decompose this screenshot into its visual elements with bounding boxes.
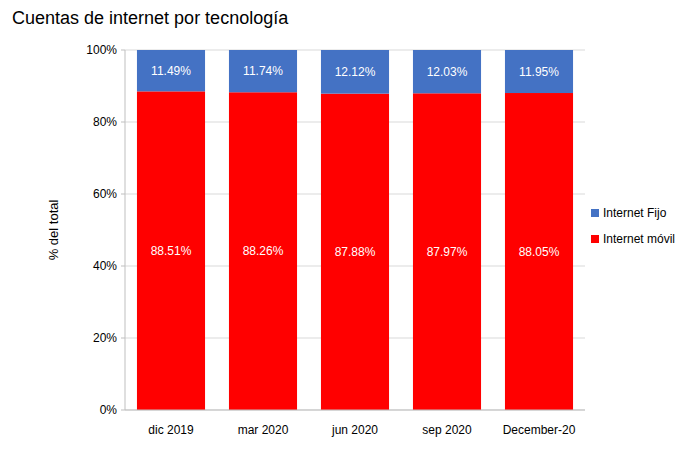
bar	[505, 93, 573, 410]
y-tick	[121, 266, 125, 267]
legend-swatch	[591, 209, 599, 217]
bar	[229, 92, 297, 410]
data-label: 87.88%	[335, 245, 376, 259]
bar	[321, 94, 389, 410]
grid-line	[125, 410, 585, 411]
y-tick	[121, 410, 125, 411]
y-tick	[121, 50, 125, 51]
legend: Internet Fijo Internet móvil	[591, 206, 675, 246]
data-label: 11.74%	[243, 64, 283, 78]
y-tick-label: 40%	[93, 259, 117, 273]
legend-swatch	[591, 235, 599, 243]
grid	[125, 50, 585, 410]
data-label: 88.51%	[151, 244, 192, 258]
bar	[413, 93, 481, 410]
y-tick-label: 0%	[100, 403, 118, 417]
bar	[321, 50, 389, 94]
bar	[505, 50, 573, 93]
x-tick-label: December-20	[503, 423, 576, 437]
y-tick	[121, 122, 125, 123]
data-label: 87.97%	[427, 245, 468, 259]
data-label: 11.49%	[151, 64, 191, 78]
data-labels: 88.51% 88.26% 87.88% 87.97% 88.05% 11.49% 11.7…	[151, 64, 560, 259]
bar	[229, 50, 297, 92]
x-tick-label: jun 2020	[331, 423, 378, 437]
y-tick-label: 100%	[86, 43, 117, 57]
legend-label: Internet móvil	[603, 232, 675, 246]
y-tick	[121, 338, 125, 339]
bar	[413, 50, 481, 93]
title: Cuentas de internet por tecnología	[12, 8, 289, 28]
x-axis-line	[125, 410, 585, 411]
bars	[137, 50, 573, 410]
data-label: 11.95%	[519, 65, 559, 79]
data-label: 88.05%	[519, 245, 560, 259]
bar	[137, 50, 205, 91]
x-tick-label: mar 2020	[238, 423, 289, 437]
y-tick-label: 20%	[93, 331, 117, 345]
legend-label: Internet Fijo	[603, 206, 667, 220]
y-axis-label: % del total	[46, 200, 61, 261]
y-axis-line	[125, 50, 126, 410]
y-tick	[121, 194, 125, 195]
y-tick-label: 60%	[93, 187, 117, 201]
data-label: 12.12%	[335, 65, 376, 79]
data-label: 12.03%	[427, 65, 468, 79]
data-label: 88.26%	[243, 244, 284, 258]
x-tick-label: dic 2019	[148, 423, 194, 437]
x-tick-label: sep 2020	[422, 423, 472, 437]
y-tick-label: 80%	[93, 115, 117, 129]
bar	[137, 91, 205, 410]
chart-svg: Cuentas de internet por tecnología % del …	[0, 0, 700, 450]
background	[0, 0, 700, 450]
